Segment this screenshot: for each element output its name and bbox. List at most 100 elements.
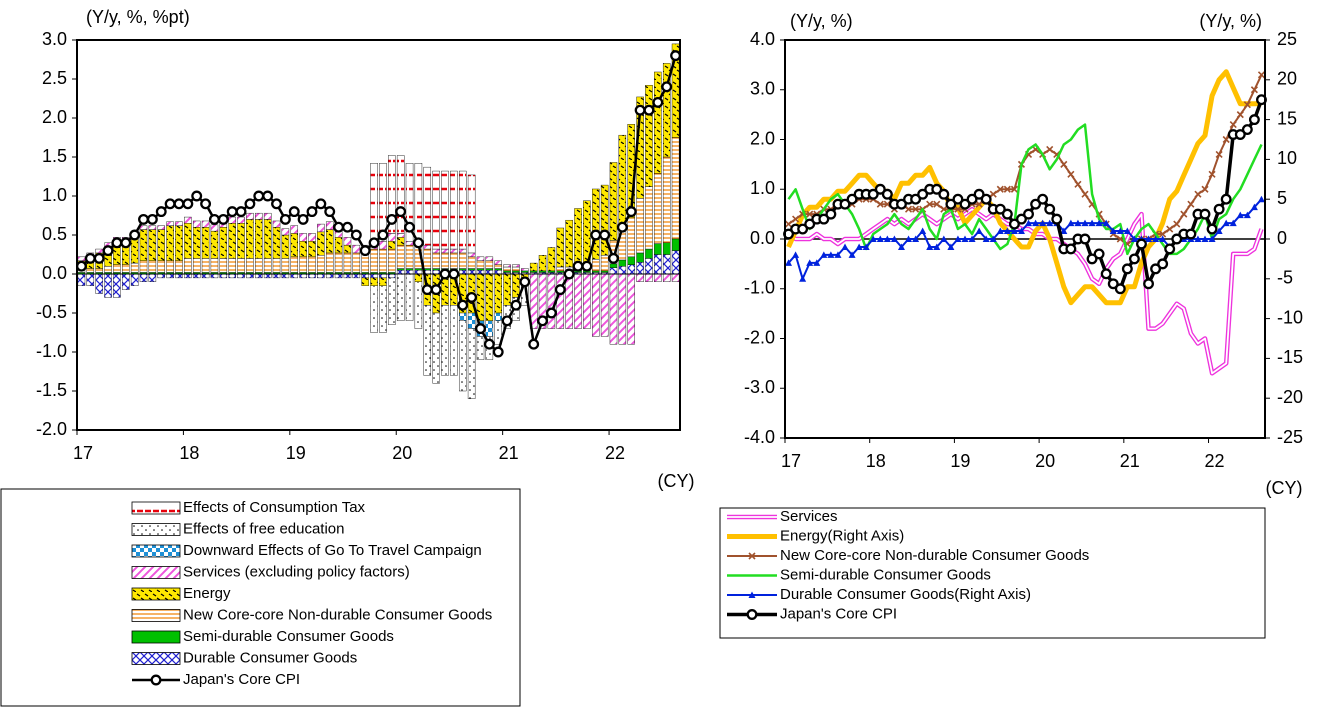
bar-segment [255, 212, 263, 220]
marker [324, 206, 336, 218]
marker [661, 81, 673, 93]
marker [933, 200, 941, 208]
marker [1039, 219, 1047, 227]
legend-swatch [131, 501, 181, 515]
bar-segment [263, 273, 272, 279]
marker [1116, 227, 1124, 235]
marker [867, 188, 879, 200]
bar-segment [432, 252, 440, 269]
x-tick-label: 18 [866, 451, 886, 471]
bar-segment [432, 269, 440, 275]
bar-segment [414, 273, 423, 283]
marker [1215, 227, 1223, 235]
bar-segment [405, 269, 414, 275]
marker [862, 243, 870, 250]
y2-tick-label: -25 [1277, 427, 1303, 447]
x-tick-label: 20 [392, 443, 412, 463]
marker [1079, 233, 1091, 245]
bar-segment [361, 273, 369, 279]
marker [253, 190, 265, 202]
marker [876, 200, 884, 208]
marker [235, 206, 247, 218]
bar-segment [317, 223, 325, 233]
bar-segment [184, 216, 192, 224]
y2-tick-label: 15 [1277, 108, 1297, 128]
marker [933, 243, 941, 250]
bar-segment [600, 273, 609, 337]
bar-segment [379, 277, 387, 286]
y-tick-label: -0.5 [36, 302, 67, 322]
x-tick-label: 21 [1120, 451, 1140, 471]
marker [537, 315, 549, 327]
marker [1250, 203, 1258, 211]
bar-segment [645, 273, 653, 283]
marker [492, 346, 504, 358]
marker [813, 259, 821, 266]
bar-segment [343, 273, 352, 279]
bar-segment [201, 258, 210, 273]
bar-segment [361, 277, 369, 286]
bar-segment [95, 268, 103, 273]
bar-segment [325, 252, 334, 273]
bar-segment [503, 264, 511, 268]
bar-segment [565, 219, 573, 268]
marker [120, 237, 132, 249]
bar-segment [263, 219, 272, 259]
bar-segment [246, 273, 254, 279]
marker [931, 183, 943, 195]
bar-segment [485, 256, 494, 261]
y2-tick-label: 20 [1277, 69, 1297, 89]
bar-segment [476, 269, 485, 275]
marker [182, 198, 194, 210]
marker [890, 235, 898, 242]
bar-segment [414, 281, 423, 329]
x-tick-label: 18 [179, 443, 199, 463]
legend-swatch [131, 587, 181, 601]
bar-segment [485, 320, 494, 337]
marker [315, 198, 327, 210]
bar-segment [255, 258, 263, 273]
marker [430, 284, 442, 296]
bar-segment [104, 273, 112, 298]
marker [590, 229, 602, 241]
bar-segment [547, 270, 556, 273]
marker [563, 268, 575, 280]
marker [912, 205, 920, 213]
marker [475, 323, 486, 335]
bar-segment [547, 273, 556, 329]
bar-segment [166, 260, 174, 273]
bar-segment [609, 162, 618, 241]
bar-segment [662, 242, 671, 255]
marker [616, 221, 628, 233]
marker [368, 237, 380, 249]
y2-tick-label: -10 [1277, 307, 1303, 327]
bar-segment [458, 248, 467, 254]
bar-segment [592, 270, 600, 273]
marker [973, 188, 985, 200]
bar-segment [556, 266, 565, 272]
bar-segment [654, 273, 662, 283]
bar-segment [77, 256, 86, 261]
marker [271, 198, 282, 210]
plot-frame [784, 39, 1266, 439]
bar-segment [388, 233, 396, 242]
y-tick-label: -1.5 [36, 380, 67, 400]
marker [1159, 230, 1167, 238]
bar-segment [529, 262, 538, 272]
marker [1243, 101, 1251, 109]
marker [111, 237, 123, 249]
marker [1001, 208, 1013, 220]
marker [818, 213, 830, 225]
bar-segment [485, 269, 494, 275]
marker [827, 251, 835, 258]
marker [947, 243, 955, 250]
bar-segment [104, 266, 112, 273]
marker [1046, 219, 1054, 227]
bar-segment [281, 228, 290, 236]
bar-segment [219, 258, 228, 273]
marker [806, 259, 814, 266]
marker [1150, 263, 1162, 275]
bar-segment [246, 212, 254, 220]
marker [1023, 208, 1034, 220]
marker [1074, 180, 1082, 188]
